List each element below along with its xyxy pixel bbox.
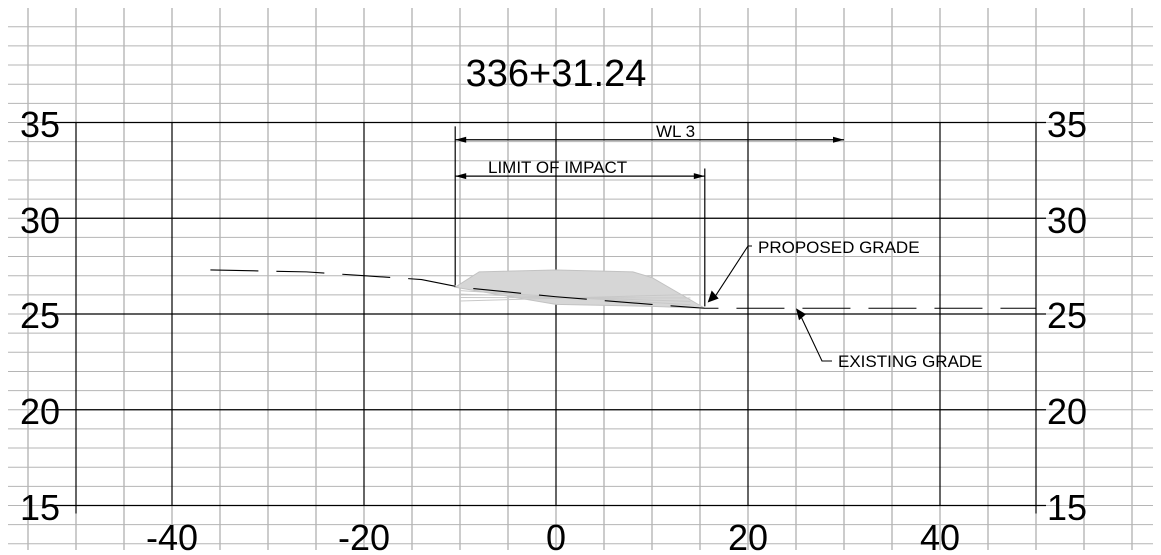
station-title: 336+31.24	[466, 53, 647, 95]
wl-label: WL 3	[656, 122, 695, 141]
x-tick-neg40: -40	[146, 517, 198, 555]
wl-arrow-left	[455, 136, 467, 143]
grade-lines	[210, 269, 1036, 309]
y-tick-left-35: 35	[20, 104, 60, 145]
wl-arrow-right	[833, 136, 844, 143]
y-tick-right-25: 25	[1047, 295, 1087, 336]
major-grid	[46, 121, 1046, 514]
y-tick-left-15: 15	[20, 487, 60, 528]
proposed-grade-fill	[453, 269, 706, 309]
y-tick-right-30: 30	[1047, 200, 1087, 241]
y-axis-right-labels: 35 30 25 20 15	[1047, 104, 1087, 528]
x-tick-40: 40	[920, 517, 960, 555]
limit-of-impact-label: LIMIT OF IMPACT	[488, 158, 627, 177]
y-tick-left-25: 25	[20, 295, 60, 336]
x-tick-neg20: -20	[338, 517, 390, 555]
y-tick-left-20: 20	[20, 391, 60, 432]
y-tick-right-15: 15	[1047, 487, 1087, 528]
x-axis-labels: -40 -20 0 20 40	[146, 517, 960, 555]
y-tick-right-20: 20	[1047, 391, 1087, 432]
dimension-lines	[454, 126, 844, 362]
proposed-grade-arrow	[707, 290, 719, 303]
y-axis-left-labels: 35 30 25 20 15	[20, 104, 60, 528]
proposed-grade-label: PROPOSED GRADE	[758, 238, 920, 257]
proposed-grade-hatch	[459, 293, 691, 302]
limit-arrow-right	[693, 173, 705, 180]
y-tick-left-30: 30	[20, 200, 60, 241]
limit-arrow-left	[455, 173, 467, 180]
existing-grade-line	[210, 269, 1036, 309]
existing-grade-leader	[797, 310, 832, 362]
proposed-grade-leader	[713, 245, 752, 299]
y-tick-right-35: 35	[1047, 104, 1087, 145]
x-tick-20: 20	[728, 517, 768, 555]
existing-grade-arrow	[796, 308, 806, 321]
existing-grade-label: EXISTING GRADE	[838, 352, 983, 371]
x-tick-0: 0	[546, 517, 566, 555]
